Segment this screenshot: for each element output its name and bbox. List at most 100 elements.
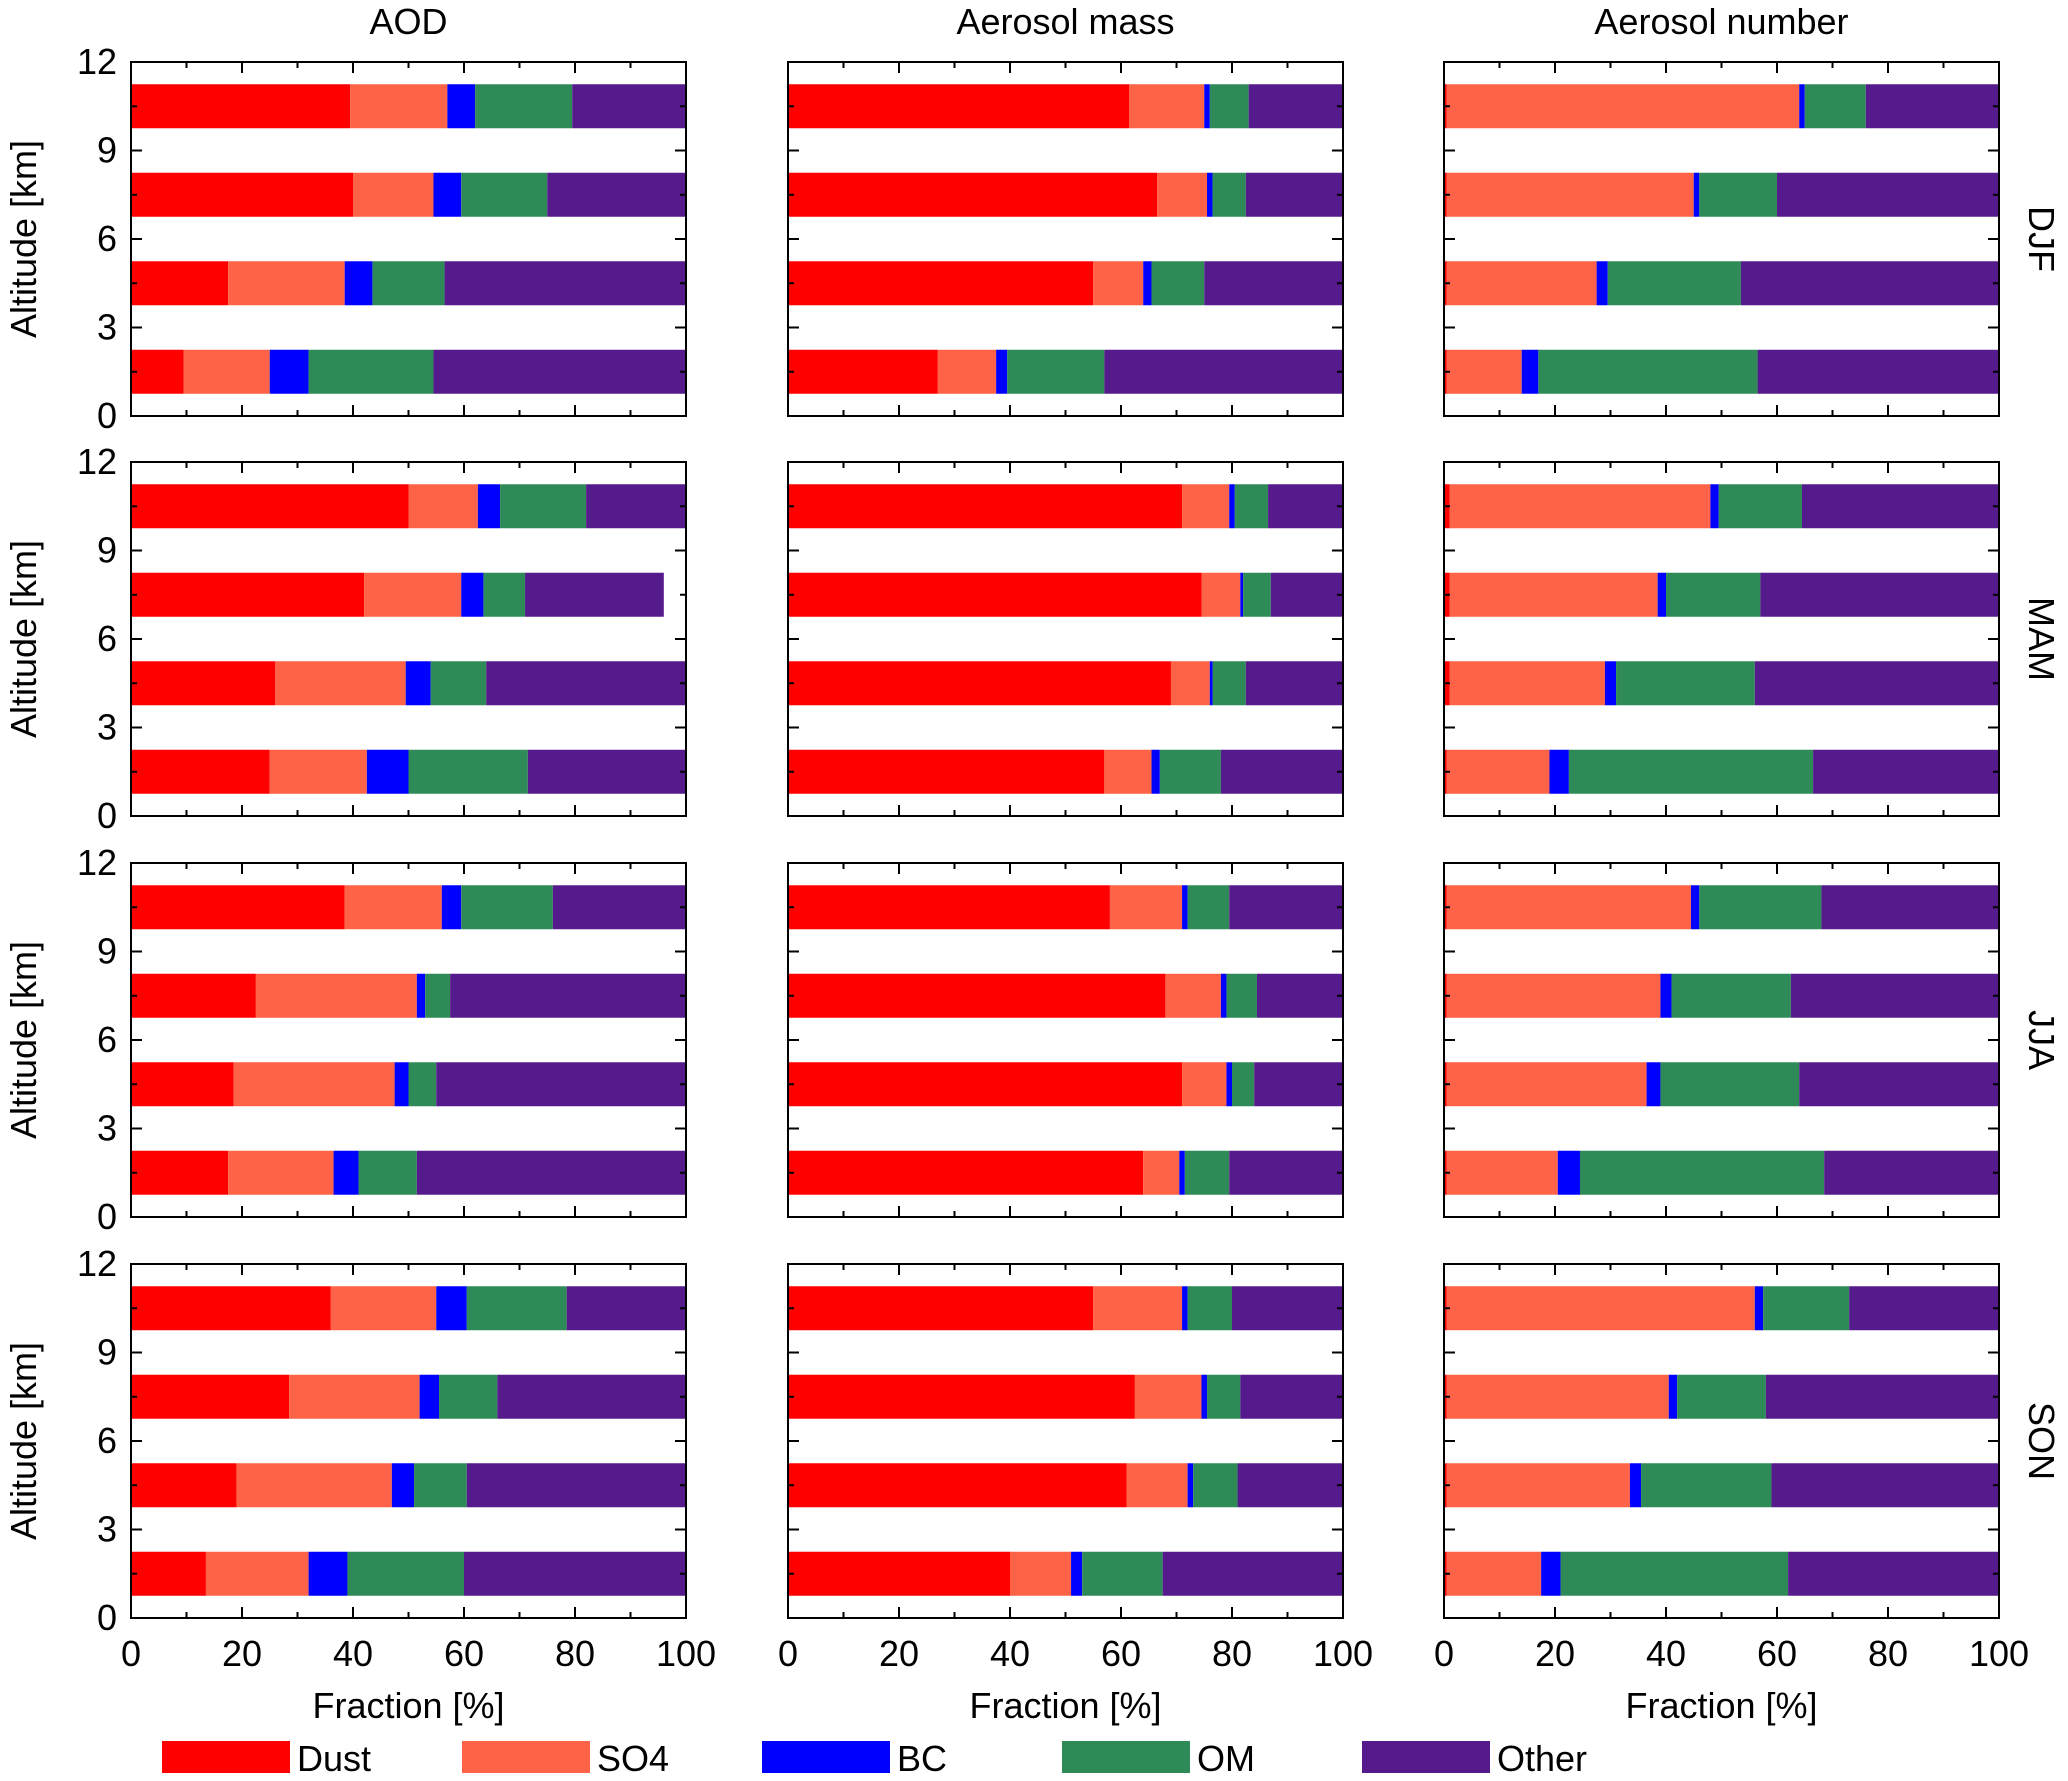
bar-segment-jja-aod-alt3-om xyxy=(461,885,553,930)
x-tick-label: 0 xyxy=(121,1633,141,1674)
bar-segment-son-aerosol-mass-alt3-dust xyxy=(788,1286,1094,1331)
column-title-aerosol-number: Aerosol number xyxy=(1594,1,1848,42)
legend: Dust SO4 BC OM Other xyxy=(162,1738,1587,1779)
y-tick-label: 9 xyxy=(97,530,117,571)
bar-segment-mam-aerosol-mass-alt0-bc xyxy=(1151,749,1160,794)
bar-segment-mam-aerosol-number-alt1-om xyxy=(1616,661,1755,706)
bar-segment-djf-aerosol-number-alt1-so4 xyxy=(1446,261,1597,306)
bar-segment-jja-aod-alt1-om xyxy=(408,1062,437,1107)
bar-segment-djf-aerosol-mass-alt1-om xyxy=(1151,261,1205,306)
bar-segment-son-aerosol-mass-alt1-so4 xyxy=(1126,1463,1188,1508)
y-tick-label: 9 xyxy=(97,931,117,972)
bar-segment-djf-aerosol-mass-alt3-dust xyxy=(788,84,1130,129)
bar-segment-son-aerosol-mass-alt0-om xyxy=(1082,1551,1163,1596)
bar-segment-jja-aerosol-number-alt1-so4 xyxy=(1446,1062,1647,1107)
bar-segment-son-aerosol-number-alt3-other xyxy=(1849,1286,1999,1331)
bar-segment-son-aerosol-number-alt2-bc xyxy=(1668,1374,1678,1419)
y-tick-label: 6 xyxy=(97,1420,117,1461)
legend-label-dust: Dust xyxy=(297,1738,371,1779)
bar-segment-djf-aerosol-mass-alt1-bc xyxy=(1143,261,1152,306)
bar-segment-jja-aerosol-mass-alt0-bc xyxy=(1179,1150,1185,1195)
bar-segment-djf-aerosol-mass-alt3-om xyxy=(1209,84,1249,129)
x-tick-label: 80 xyxy=(1868,1633,1908,1674)
bar-segment-son-aerosol-number-alt2-so4 xyxy=(1446,1374,1669,1419)
bar-segment-djf-aod-alt0-om xyxy=(308,349,434,394)
bar-segment-djf-aerosol-number-alt2-other xyxy=(1777,172,1999,217)
bar-segment-djf-aerosol-mass-alt3-so4 xyxy=(1129,84,1205,129)
bar-segment-djf-aod-alt1-so4 xyxy=(228,261,345,306)
bar-segment-mam-aerosol-number-alt1-other xyxy=(1754,661,1999,706)
bar-segment-mam-aod-alt3-bc xyxy=(477,484,501,529)
bar-segment-son-aod-alt0-dust xyxy=(131,1551,206,1596)
bar-segment-mam-aod-alt0-other xyxy=(527,749,686,794)
bar-segment-djf-aod-alt0-so4 xyxy=(183,349,270,394)
bar-segment-son-aod-alt2-dust xyxy=(131,1374,290,1419)
bar-segment-jja-aod-alt0-bc xyxy=(333,1150,359,1195)
season-label-mam: MAM xyxy=(2021,597,2062,681)
panel-mam-aerosol-mass xyxy=(787,461,1344,817)
panel-mam-aerosol-number: MAM xyxy=(1443,461,2062,817)
bar-segment-jja-aerosol-mass-alt1-om xyxy=(1232,1062,1255,1107)
bar-segment-djf-aerosol-mass-alt2-bc xyxy=(1207,172,1213,217)
bar-segment-jja-aod-alt3-other xyxy=(552,885,686,930)
bar-segment-jja-aerosol-mass-alt3-dust xyxy=(788,885,1110,930)
bar-segment-djf-aerosol-mass-alt3-other xyxy=(1248,84,1343,129)
bar-segment-jja-aod-alt3-dust xyxy=(131,885,345,930)
bar-segment-mam-aerosol-number-alt0-om xyxy=(1568,749,1814,794)
x-tick-label: 40 xyxy=(333,1633,373,1674)
bar-segment-jja-aerosol-number-alt0-other xyxy=(1824,1150,1999,1195)
x-tick-label: 60 xyxy=(1757,1633,1797,1674)
x-tick-label: 80 xyxy=(555,1633,595,1674)
bar-segment-son-aerosol-mass-alt2-dust xyxy=(788,1374,1135,1419)
bar-segment-son-aod-alt0-other xyxy=(464,1551,686,1596)
legend-swatch-so4 xyxy=(462,1741,590,1773)
y-axis-label: Altitude [km] xyxy=(3,140,44,338)
bar-segment-mam-aerosol-mass-alt2-bc xyxy=(1240,572,1244,617)
bar-segment-djf-aerosol-number-alt1-bc xyxy=(1596,261,1608,306)
bar-segment-jja-aod-alt2-dust xyxy=(131,973,256,1018)
bar-segment-mam-aerosol-number-alt3-other xyxy=(1801,484,1999,529)
bar-segment-djf-aerosol-number-alt1-om xyxy=(1607,261,1741,306)
bar-segment-jja-aerosol-mass-alt1-dust xyxy=(788,1062,1183,1107)
bar-segment-son-aerosol-number-alt1-om xyxy=(1641,1463,1772,1508)
bar-segment-mam-aerosol-mass-alt1-dust xyxy=(788,661,1171,706)
bar-segment-djf-aerosol-number-alt0-bc xyxy=(1521,349,1539,394)
bar-segment-son-aerosol-number-alt0-om xyxy=(1560,1551,1789,1596)
bar-segment-son-aerosol-mass-alt0-other xyxy=(1162,1551,1343,1596)
bar-segment-mam-aod-alt1-other xyxy=(486,661,686,706)
x-tick-label: 0 xyxy=(778,1633,798,1674)
bar-segment-mam-aod-alt1-dust xyxy=(131,661,276,706)
season-label-jja: JJA xyxy=(2021,1010,2062,1070)
bar-segment-jja-aod-alt2-so4 xyxy=(255,973,417,1018)
bar-segment-djf-aerosol-mass-alt2-other xyxy=(1245,172,1343,217)
bar-segment-djf-aod-alt2-bc xyxy=(433,172,462,217)
bar-segment-son-aod-alt1-om xyxy=(414,1463,467,1508)
x-tick-label: 80 xyxy=(1212,1633,1252,1674)
y-tick-label: 12 xyxy=(77,41,117,82)
bar-segment-mam-aod-alt3-dust xyxy=(131,484,409,529)
bar-segment-mam-aod-alt3-so4 xyxy=(408,484,478,529)
bar-segment-mam-aerosol-number-alt0-bc xyxy=(1549,749,1569,794)
y-tick-label: 3 xyxy=(97,1509,117,1550)
bar-segment-son-aerosol-number-alt1-other xyxy=(1771,1463,1999,1508)
bar-segment-jja-aerosol-mass-alt2-so4 xyxy=(1165,973,1221,1018)
bar-segment-jja-aerosol-number-alt2-bc xyxy=(1660,973,1672,1018)
y-tick-label: 0 xyxy=(97,395,117,436)
bar-segment-djf-aod-alt2-so4 xyxy=(353,172,434,217)
bar-segment-mam-aerosol-mass-alt2-other xyxy=(1270,572,1343,617)
bar-segment-son-aod-alt0-bc xyxy=(308,1551,348,1596)
bar-segment-djf-aerosol-number-alt0-so4 xyxy=(1446,349,1522,394)
bar-segment-mam-aerosol-number-alt1-bc xyxy=(1604,661,1617,706)
bar-segment-son-aerosol-mass-alt3-so4 xyxy=(1093,1286,1183,1331)
bar-segment-djf-aod-alt2-dust xyxy=(131,172,353,217)
bar-segment-jja-aod-alt3-so4 xyxy=(344,885,442,930)
panel-djf-aerosol-number: DJF xyxy=(1443,61,2062,417)
bar-segment-djf-aerosol-mass-alt2-so4 xyxy=(1157,172,1208,217)
bar-segment-son-aerosol-mass-alt1-bc xyxy=(1187,1463,1194,1508)
bar-segment-son-aerosol-mass-alt2-bc xyxy=(1201,1374,1208,1419)
legend-swatch-bc xyxy=(762,1741,890,1773)
x-tick-label: 20 xyxy=(222,1633,262,1674)
bar-segment-son-aod-alt3-bc xyxy=(436,1286,467,1331)
y-tick-label: 3 xyxy=(97,1108,117,1149)
x-tick-label: 60 xyxy=(444,1633,484,1674)
